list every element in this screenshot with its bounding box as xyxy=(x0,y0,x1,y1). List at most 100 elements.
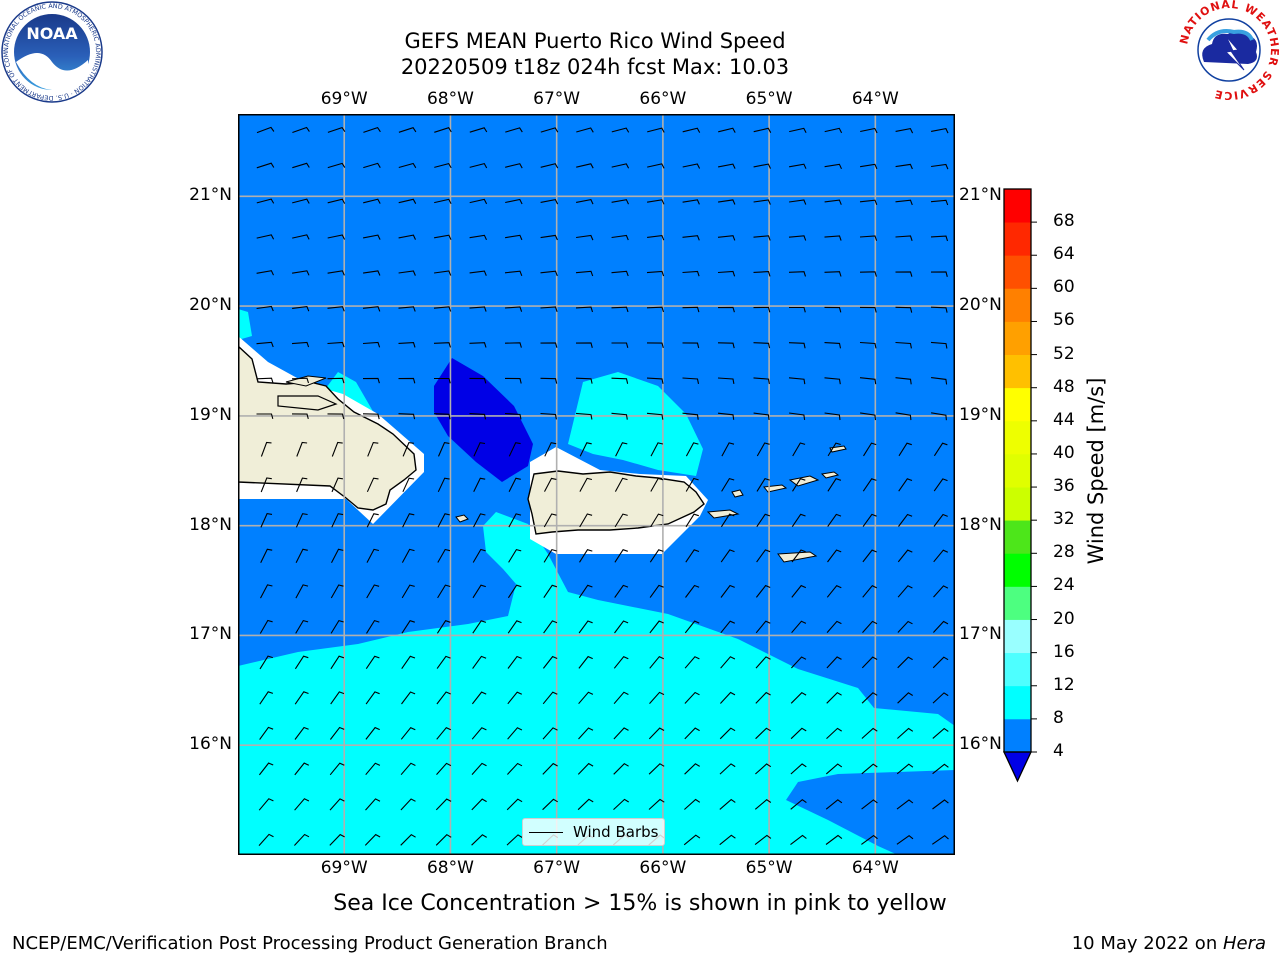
wind-barb-23 xyxy=(363,162,381,169)
wind-barb-376 xyxy=(825,763,843,775)
wind-barb-287 xyxy=(507,620,522,634)
colorbar-tick-label: 40 xyxy=(1053,442,1075,463)
wind-barb-279 xyxy=(933,585,949,598)
wind-barb-323 xyxy=(365,691,380,705)
wind-barb-101 xyxy=(292,306,310,312)
wind-barb-112 xyxy=(682,306,700,313)
wind-barb-206 xyxy=(473,477,486,492)
wind-barb-66 xyxy=(469,234,487,241)
wind-barb-45 xyxy=(434,198,452,205)
wind-barb-251 xyxy=(649,549,664,563)
wind-barb-167 xyxy=(504,412,522,420)
wind-barb-139 xyxy=(930,341,948,349)
wind-barb-196 xyxy=(827,442,841,457)
wind-barb-52 xyxy=(682,199,700,205)
wind-barb-250 xyxy=(614,549,628,563)
wind-barb-194 xyxy=(756,442,770,457)
wind-barb-208 xyxy=(544,477,557,492)
wind-barb-134 xyxy=(753,342,771,349)
wind-barb-4 xyxy=(398,127,417,133)
lon-tick-bottom: 66°W xyxy=(639,858,687,878)
wind-barb-248 xyxy=(543,548,557,563)
island-mona xyxy=(455,514,469,523)
wind-barb-381 xyxy=(294,798,310,811)
wind-barb-31 xyxy=(647,163,665,169)
wind-barb-406 xyxy=(471,834,487,846)
wind-barb-413 xyxy=(719,834,736,846)
wind-barb-371 xyxy=(648,763,665,775)
wind-barb-396 xyxy=(825,799,843,810)
wind-barb-228 xyxy=(543,513,557,528)
wind-barb-378 xyxy=(896,763,914,775)
colorbar-graphic xyxy=(1002,188,1037,783)
wind-barb-50 xyxy=(611,199,629,205)
wind-barb-326 xyxy=(471,691,487,705)
wind-barb-315 xyxy=(790,656,807,669)
wind-barb-398 xyxy=(896,799,914,810)
wind-barb-245 xyxy=(437,548,451,563)
wind-barb-418 xyxy=(896,835,914,845)
wind-barb-387 xyxy=(506,798,523,811)
wind-barb-157 xyxy=(859,377,877,385)
wind-barb-93 xyxy=(717,270,736,277)
wind-barb-267 xyxy=(507,584,522,599)
colorbar-bin-3 xyxy=(1004,619,1031,654)
wind-barb-124 xyxy=(398,342,416,348)
wind-barb-185 xyxy=(437,441,450,457)
wind-barb-293 xyxy=(720,620,736,634)
wind-barb-254 xyxy=(756,549,771,563)
wind-barb-395 xyxy=(790,799,807,810)
wind-barb-56 xyxy=(824,199,842,205)
wind-barb-285 xyxy=(436,620,451,634)
wind-barb-21 xyxy=(292,162,310,169)
wind-barb-46 xyxy=(469,198,488,205)
wind-barb-295 xyxy=(791,620,807,634)
wind-barb-354 xyxy=(755,727,771,740)
wind-barb-274 xyxy=(755,584,771,598)
colorbar-tick-label: 36 xyxy=(1053,476,1075,497)
wind-barb-341 xyxy=(294,726,309,740)
wind-barb-344 xyxy=(400,727,416,740)
wind-barb-114 xyxy=(753,306,771,313)
legend-label: Wind Barbs xyxy=(573,823,659,841)
lat-tick-right: 18°N xyxy=(959,514,1002,535)
wind-barb-217 xyxy=(862,478,877,492)
wind-barb-328 xyxy=(542,691,558,705)
wind-barb-86 xyxy=(469,270,487,276)
wind-barb-319 xyxy=(932,656,949,669)
colorbar-tick-label: 56 xyxy=(1053,310,1075,331)
wind-barb-212 xyxy=(685,477,699,492)
wind-barb-337 xyxy=(861,692,878,704)
wind-barb-316 xyxy=(826,656,842,669)
wind-barb-103 xyxy=(362,306,381,312)
wind-barb-331 xyxy=(649,691,665,704)
colorbar-tick-label: 28 xyxy=(1053,542,1075,563)
wind-barb-242 xyxy=(331,548,344,563)
wind-barb-68 xyxy=(540,234,558,241)
wind-barb-365 xyxy=(436,762,452,775)
colorbar-tick-label: 64 xyxy=(1053,244,1075,265)
wind-barb-284 xyxy=(401,620,415,634)
wind-barb-120 xyxy=(256,341,274,348)
colorbar-bin-16 xyxy=(1004,189,1031,223)
wind-barb-226 xyxy=(473,513,486,528)
wind-barb-283 xyxy=(366,619,380,634)
colorbar-tick-label: 44 xyxy=(1053,409,1075,430)
wind-barb-71 xyxy=(647,235,665,241)
wind-barb-108 xyxy=(540,306,558,312)
wind-barb-232 xyxy=(685,513,699,528)
wind-barb-332 xyxy=(684,691,700,704)
lat-tick-left: 19°N xyxy=(189,404,232,425)
wind-barb-345 xyxy=(436,727,452,740)
wind-barb-199 xyxy=(933,442,948,457)
svg-text:NOAA: NOAA xyxy=(26,24,78,43)
wind-barb-364 xyxy=(400,762,416,776)
wind-barb-343 xyxy=(365,726,380,740)
wind-barb-110 xyxy=(611,306,629,313)
wind-barb-53 xyxy=(718,199,736,205)
colorbar-bin-15 xyxy=(1004,222,1031,256)
wind-barb-264 xyxy=(401,584,415,599)
wind-barb-306 xyxy=(472,655,487,669)
wind-barb-9 xyxy=(576,127,594,133)
sea-ice-caption: Sea Ice Concentration > 15% is shown in … xyxy=(333,891,947,916)
